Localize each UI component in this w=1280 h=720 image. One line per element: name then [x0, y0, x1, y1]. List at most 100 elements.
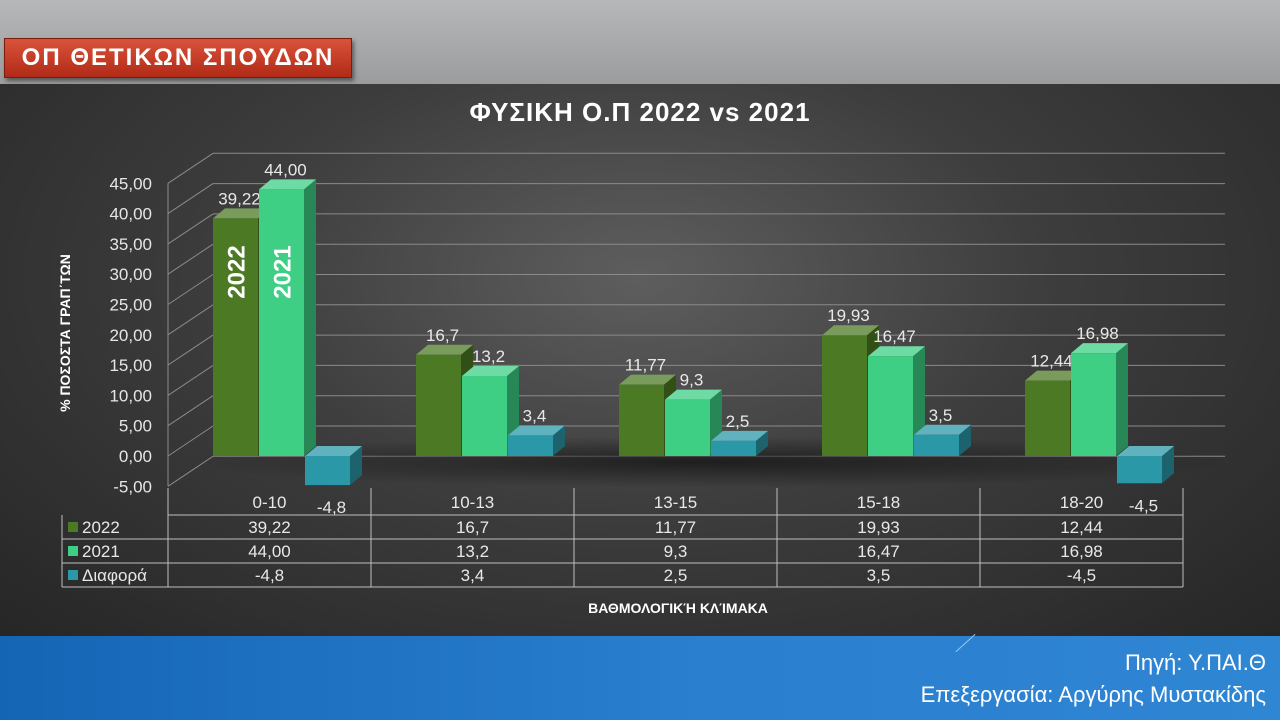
gridline-side	[167, 274, 214, 305]
legend-label-2021: 2021	[82, 542, 120, 561]
bar-2021-top	[462, 366, 519, 377]
bar-diff-front	[711, 440, 756, 456]
legend-key-2022	[68, 522, 78, 532]
bar-diff-top	[305, 446, 362, 456]
bar-chart: ΦΥΣΙΚΗ Ο.Π 2022 vs 2021 -5,00 0,00 5,00 10,0…	[57, 97, 1235, 616]
table-cell: 12,44	[1060, 518, 1103, 537]
table-cell: 44,00	[248, 542, 291, 561]
data-label-2021: 9,3	[680, 371, 704, 390]
table-cell: 3,5	[867, 566, 891, 585]
bar-diff-side	[959, 424, 971, 456]
table-cell: 9,3	[664, 542, 688, 561]
bar-2022-top	[213, 208, 270, 219]
data-label-2022: 19,93	[827, 306, 870, 325]
bar-2021	[462, 366, 519, 456]
bar-annotation-2021: 2021	[270, 245, 297, 298]
y-tick-label: -5,00	[113, 477, 152, 496]
bar-2021-side	[1116, 343, 1128, 456]
bar-diff-side	[756, 430, 768, 456]
gridline-side	[167, 425, 214, 457]
y-tick-label: 40,00	[109, 205, 152, 224]
data-label-2022: 39,22	[218, 189, 261, 208]
legend-key-diff	[68, 570, 78, 580]
bar-diff-top	[1117, 446, 1174, 456]
bar-2022-front	[619, 384, 664, 456]
bar-diff-front	[305, 456, 350, 486]
y-tick-label: 0,00	[119, 447, 152, 466]
y-tick-label: 20,00	[109, 326, 152, 345]
x-tick-label: 18-20	[1060, 493, 1103, 512]
table-cell: 39,22	[248, 518, 291, 537]
bar-2022-top	[822, 325, 879, 336]
bar-diff-side	[350, 446, 362, 486]
bar-diff-front	[508, 435, 553, 456]
gridline-side	[167, 183, 214, 215]
table-cell: 16,98	[1060, 542, 1103, 561]
bar-2021-front	[1071, 353, 1116, 456]
data-label-2021: 44,00	[264, 160, 307, 179]
data-label-diff: -4,8	[317, 498, 346, 517]
table-cell: 13,2	[456, 542, 489, 561]
data-label-2022: 11,77	[625, 356, 666, 375]
table-cell: -4,8	[255, 566, 284, 585]
decorative-slash	[955, 633, 976, 653]
chart-title: ΦΥΣΙΚΗ Ο.Π 2022 vs 2021	[469, 97, 810, 127]
data-label-diff: 2,5	[726, 412, 750, 431]
bar-2021-front	[462, 376, 507, 456]
bar-diff-side	[553, 425, 565, 456]
y-tick-label: 5,00	[119, 417, 152, 436]
footer-bar: Πηγή: Υ.ΠΑΙ.Θ Επεξεργασία: Αργύρης Μυστα…	[0, 633, 1280, 720]
gridline-side	[167, 213, 214, 245]
data-label-diff: -4,5	[1129, 496, 1158, 515]
bar-diff-top	[711, 430, 768, 441]
gridline-side	[167, 334, 214, 366]
legend-key-2021	[68, 546, 78, 556]
bar-diff-top	[508, 425, 565, 436]
table-cell: 16,7	[456, 518, 489, 537]
bar-diff-front	[1117, 456, 1162, 484]
bar-2021-top	[259, 179, 316, 190]
y-tick-label: 30,00	[109, 265, 152, 284]
bar-2022-front	[213, 218, 258, 456]
x-tick-label: 0-10	[252, 493, 286, 512]
bar-2022-top	[619, 374, 676, 385]
bar-2022-top	[1025, 370, 1082, 381]
gridline-side	[167, 364, 214, 396]
data-label-2021: 16,47	[873, 327, 916, 346]
bar-2021	[259, 179, 316, 457]
gridline-side	[167, 152, 214, 184]
x-tick-label: 13-15	[654, 493, 697, 512]
bar-2021	[1071, 343, 1128, 456]
table-cell: 19,93	[857, 518, 900, 537]
bar-2022-top	[416, 344, 473, 355]
y-tick-label: 25,00	[109, 296, 152, 315]
gridline-side	[167, 243, 214, 275]
bar-2021-top	[868, 346, 925, 357]
bar-diff	[1117, 446, 1174, 484]
table-cell: 3,4	[461, 566, 485, 585]
data-label-2022: 16,7	[426, 326, 459, 345]
data-label-2021: 16,98	[1076, 324, 1119, 343]
bar-diff-top	[914, 424, 971, 435]
gridline-side	[167, 395, 214, 427]
bar-2021-front	[665, 399, 710, 456]
bar-diff	[914, 424, 971, 456]
bar-diff	[711, 430, 768, 456]
x-tick-label: 15-18	[857, 493, 900, 512]
processing-credit: Επεξεργασία: Αργύρης Μυστακίδης	[920, 682, 1266, 707]
data-label-diff: 3,4	[523, 406, 547, 425]
y-tick-label: 45,00	[109, 174, 152, 193]
gridline-side	[167, 304, 214, 336]
bar-diff	[508, 425, 565, 456]
data-label-2021: 13,2	[472, 347, 505, 366]
data-label-diff: 3,5	[929, 406, 953, 425]
bar-2021-front	[259, 189, 304, 457]
table-cell: 11,77	[655, 518, 696, 537]
table-cell: -4,5	[1067, 566, 1096, 585]
bar-2021-top	[665, 389, 722, 400]
source-text: Πηγή: Υ.ΠΑΙ.Θ	[1124, 650, 1266, 675]
bar-diff-side	[1162, 446, 1174, 484]
y-tick-label: 10,00	[109, 386, 152, 405]
data-label-2022: 12,44	[1030, 352, 1073, 371]
bar-2021-top	[1071, 343, 1128, 354]
